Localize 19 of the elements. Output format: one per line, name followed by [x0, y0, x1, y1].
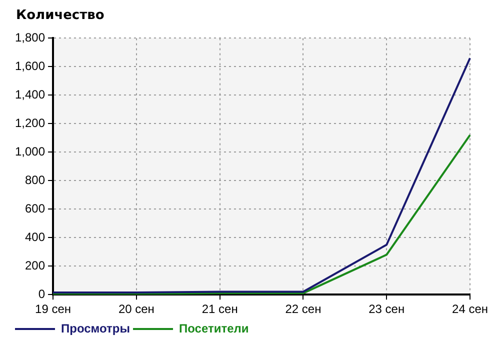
- y-tick-label: 1,800: [15, 30, 46, 45]
- x-tick-label: 22 сен: [285, 302, 322, 316]
- y-tick-label: 800: [25, 172, 46, 187]
- y-tick-label: 400: [25, 230, 46, 244]
- x-tick-label: 19 сен: [35, 302, 72, 316]
- x-tick-label: 24 сен: [452, 302, 488, 316]
- legend-label: Посетители: [179, 321, 249, 336]
- y-tick-label: 1,200: [15, 116, 46, 130]
- y-tick-label: 200: [25, 258, 46, 272]
- x-tick-label: 20 сен: [118, 302, 154, 316]
- y-tick-label: 1,400: [15, 87, 46, 102]
- x-tick-label: 23 сен: [368, 302, 405, 316]
- x-tick-label: 21 сен: [202, 302, 238, 316]
- y-tick-label: 0: [38, 286, 46, 301]
- y-tick-label: 1,600: [15, 59, 46, 73]
- y-axis-title: Количество: [16, 8, 106, 25]
- y-tick-label: 1,000: [15, 144, 46, 158]
- y-tick-label: 600: [25, 201, 46, 216]
- legend-label: Просмотры: [61, 321, 130, 336]
